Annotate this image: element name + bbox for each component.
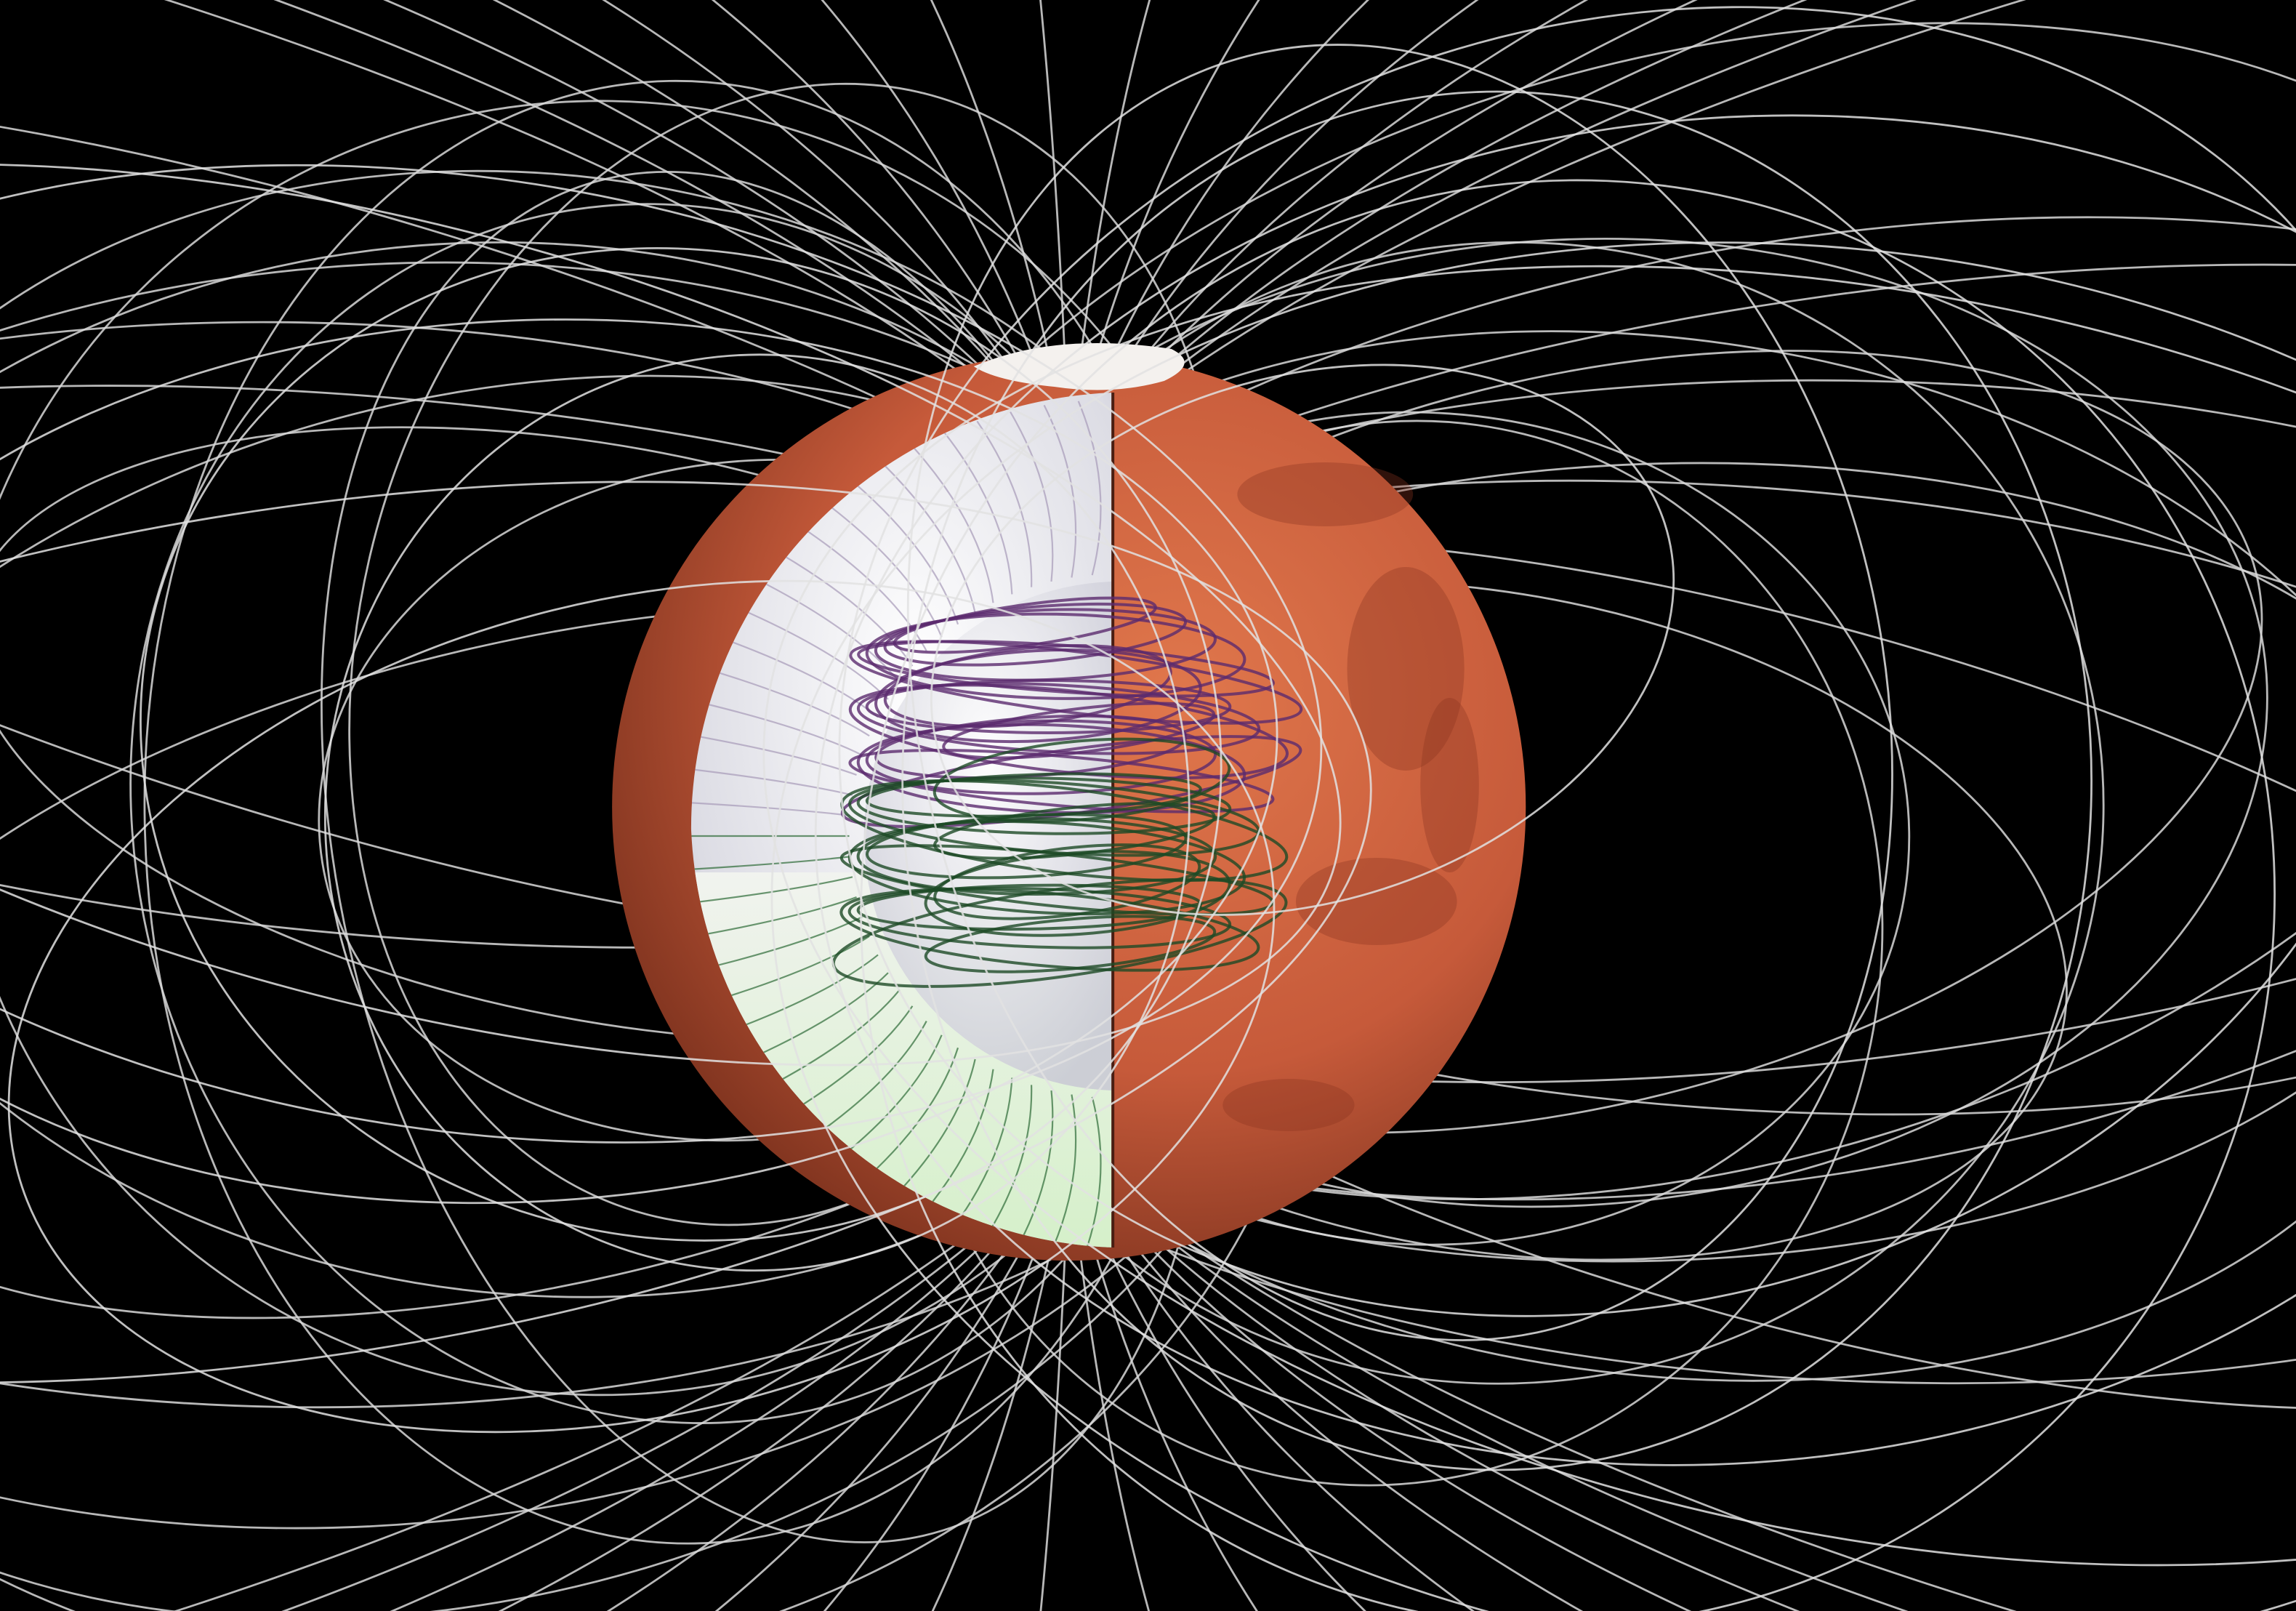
south-core-loop	[839, 888, 1260, 972]
north-core-loop	[848, 749, 1275, 813]
field-line	[906, 44, 1893, 1341]
inner-field-line	[706, 668, 870, 737]
field-line	[860, 179, 2276, 1611]
field-line	[0, 481, 1372, 1384]
open-field-line	[1105, 1242, 1366, 1611]
inner-field-line	[1010, 411, 1054, 582]
open-field-line	[931, 1242, 1053, 1611]
north-core-loop	[865, 612, 1246, 700]
open-field-line	[383, 0, 986, 372]
inner-field-line	[721, 637, 879, 718]
north-core-loop	[865, 679, 1232, 734]
surface-markings	[1222, 462, 1479, 1131]
open-field-line	[1185, 0, 2026, 372]
inner-field-line	[690, 733, 857, 776]
south-core-loop	[924, 850, 1231, 937]
open-field-line	[1185, 1242, 2017, 1611]
open-field-line	[1159, 1242, 1800, 1611]
inner-field-line	[690, 800, 850, 816]
open-field-line	[1039, 0, 1067, 371]
field-line	[838, 6, 2296, 1317]
open-field-line	[1039, 1242, 1067, 1611]
field-line	[0, 164, 1323, 1144]
open-field-line	[714, 1242, 1026, 1611]
inner-field-line	[976, 420, 1033, 587]
open-field-line	[1118, 0, 1479, 371]
south-core-loop	[856, 817, 1217, 896]
south-core-loop	[856, 776, 1232, 835]
open-field-line	[602, 0, 1012, 371]
open-field-line	[1172, 0, 1917, 372]
south-core-loop	[933, 843, 1201, 920]
inner-field-line	[778, 552, 914, 667]
inner-field-line	[1043, 404, 1077, 578]
field-line	[7, 579, 1276, 1434]
open-field-line	[1145, 1242, 1692, 1611]
open-field-line	[1105, 0, 1370, 371]
field-line	[762, 265, 2296, 1567]
field-line	[901, 90, 2093, 1471]
south-core-loop	[865, 813, 1188, 880]
open-field-line	[1132, 1242, 1584, 1611]
north-core-loop	[856, 723, 1246, 814]
open-field-line	[492, 0, 999, 371]
core-dynamo-field-lines	[831, 596, 1303, 988]
open-field-line	[1145, 0, 1698, 371]
field-line	[0, 163, 1342, 1066]
open-field-line	[1172, 1242, 1909, 1611]
north-core-loop	[849, 640, 1303, 725]
inner-field-line	[690, 896, 857, 939]
south-core-loop	[924, 915, 1217, 973]
open-field-line	[273, 0, 972, 372]
inner-field-line	[912, 446, 994, 603]
open-field-line	[823, 1242, 1040, 1611]
open-field-line	[1159, 0, 1808, 372]
inner-field-line	[826, 503, 943, 638]
open-field-line	[164, 0, 959, 372]
inner-field-line	[695, 700, 863, 756]
inner-field-line	[738, 607, 889, 700]
south-core-loop	[847, 886, 1232, 949]
field-line	[323, 353, 1191, 1272]
open-field-line	[930, 0, 1053, 371]
inner-field-line	[690, 856, 850, 872]
inner-field-line	[1077, 401, 1102, 576]
open-field-line	[173, 1242, 959, 1611]
open-field-line	[1118, 1242, 1475, 1611]
open-field-line	[390, 1242, 986, 1611]
open-field-line	[1078, 1242, 1151, 1611]
inner-field-line	[721, 954, 879, 1035]
field-line	[140, 247, 1222, 1242]
open-field-line	[606, 1242, 1012, 1611]
open-field-line	[821, 0, 1040, 371]
open-field-line	[498, 1242, 999, 1611]
north-core-loop	[942, 702, 1216, 760]
field-line	[814, 114, 2296, 1466]
field-line	[930, 363, 1675, 916]
open-field-line	[711, 0, 1026, 371]
field-line	[0, 318, 1278, 1205]
inner-field-line	[882, 463, 976, 614]
inner-field-line	[690, 767, 853, 796]
open-field-line	[281, 1242, 972, 1611]
inner-field-line	[706, 935, 870, 1004]
open-field-line	[1091, 1242, 1258, 1611]
mars-planet	[612, 343, 1526, 1261]
inner-field-line	[1077, 1096, 1102, 1248]
north-core-loop	[874, 648, 1202, 744]
open-field-line	[1091, 0, 1260, 371]
inner-field-line	[690, 876, 853, 905]
